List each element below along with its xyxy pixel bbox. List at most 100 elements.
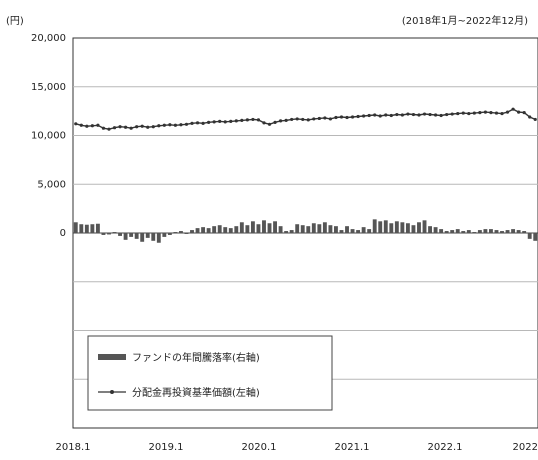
bar xyxy=(505,230,510,233)
nav-point xyxy=(140,124,144,128)
bar xyxy=(107,233,111,235)
bar xyxy=(212,226,217,233)
legend-bar-swatch xyxy=(98,354,126,360)
bar xyxy=(223,227,228,233)
nav-point xyxy=(417,113,421,117)
bar xyxy=(367,229,372,233)
nav-point xyxy=(511,107,515,111)
nav-point xyxy=(445,112,449,117)
nav-point xyxy=(184,122,189,126)
nav-point xyxy=(245,118,249,122)
bar xyxy=(533,233,538,241)
period-label: (2018年1月~2022年12月) xyxy=(402,14,528,27)
x-tick-label: 2022 xyxy=(513,442,538,453)
nav-point xyxy=(79,123,83,127)
nav-point xyxy=(173,123,178,127)
nav-point xyxy=(384,113,388,117)
nav-point xyxy=(101,126,106,130)
bar xyxy=(405,223,410,233)
nav-point xyxy=(90,124,94,128)
bar xyxy=(134,233,139,239)
bar xyxy=(400,222,405,233)
x-tick-label: 2019.1 xyxy=(149,442,184,453)
bar xyxy=(450,230,455,233)
nav-point xyxy=(389,113,393,118)
nav-point xyxy=(96,123,100,127)
bar xyxy=(262,220,266,233)
nav-point xyxy=(456,111,460,116)
bar xyxy=(123,233,128,240)
x-tick-label: 2021.1 xyxy=(335,442,370,453)
bar xyxy=(483,229,488,233)
bar xyxy=(383,220,388,233)
bar xyxy=(162,233,167,237)
nav-point xyxy=(179,123,183,127)
bar xyxy=(411,225,416,233)
bar xyxy=(522,231,527,233)
bar xyxy=(206,228,211,233)
bar xyxy=(145,233,150,238)
nav-point xyxy=(367,113,371,118)
bar xyxy=(422,220,427,233)
nav-point xyxy=(433,113,438,117)
x-tick-label: 2022.1 xyxy=(428,442,463,453)
bar xyxy=(101,233,106,235)
nav-point xyxy=(118,125,122,129)
bar xyxy=(394,221,399,233)
nav-point xyxy=(483,110,488,114)
nav-point xyxy=(229,119,233,123)
bar xyxy=(477,230,482,233)
nav-point xyxy=(478,110,482,115)
nav-point xyxy=(461,111,465,115)
return-bars xyxy=(73,219,538,243)
nav-point xyxy=(406,112,410,116)
nav-point xyxy=(218,119,222,123)
bar xyxy=(250,221,255,233)
nav-point xyxy=(112,126,117,130)
y-tick-label: 5,000 xyxy=(37,179,66,190)
bar xyxy=(455,229,460,233)
nav-point xyxy=(273,120,277,124)
nav-point xyxy=(212,120,216,124)
bar xyxy=(140,233,145,242)
nav-point xyxy=(135,125,139,129)
nav-point xyxy=(378,114,382,118)
nav-point xyxy=(439,113,443,118)
bar xyxy=(173,232,178,233)
x-axis-ticks: 2018.1 2019.1 2020.1 2021.1 2022.1 2022 xyxy=(56,442,538,453)
nav-point xyxy=(422,112,427,116)
bar xyxy=(361,227,366,233)
bar xyxy=(372,219,377,233)
bar xyxy=(129,233,134,237)
y-tick-label: 20,000 xyxy=(31,33,66,44)
nav-point xyxy=(467,111,471,116)
bar xyxy=(500,231,504,233)
bar xyxy=(389,223,394,233)
bar xyxy=(90,224,95,233)
bar xyxy=(339,230,344,233)
bar xyxy=(184,233,189,234)
nav-point xyxy=(328,117,333,121)
bar xyxy=(511,229,516,233)
nav-point xyxy=(207,120,211,124)
bar xyxy=(201,227,206,233)
nav-point xyxy=(201,121,205,125)
bar xyxy=(444,231,449,233)
nav-point xyxy=(123,125,128,129)
bar xyxy=(267,223,272,233)
y-tick-label: 0 xyxy=(60,228,66,239)
nav-point xyxy=(522,110,526,115)
nav-point xyxy=(312,117,316,121)
bar xyxy=(245,225,250,233)
legend-line-label: 分配金再投資基準価額(左軸) xyxy=(132,386,260,399)
nav-point xyxy=(356,114,360,119)
bar xyxy=(311,223,316,233)
bar xyxy=(328,225,333,233)
bar xyxy=(95,223,100,233)
nav-point xyxy=(146,125,150,129)
nav-point xyxy=(345,115,349,120)
nav-point xyxy=(195,121,200,125)
nav-point xyxy=(489,110,493,115)
bar xyxy=(300,225,305,233)
nav-point xyxy=(306,118,310,122)
